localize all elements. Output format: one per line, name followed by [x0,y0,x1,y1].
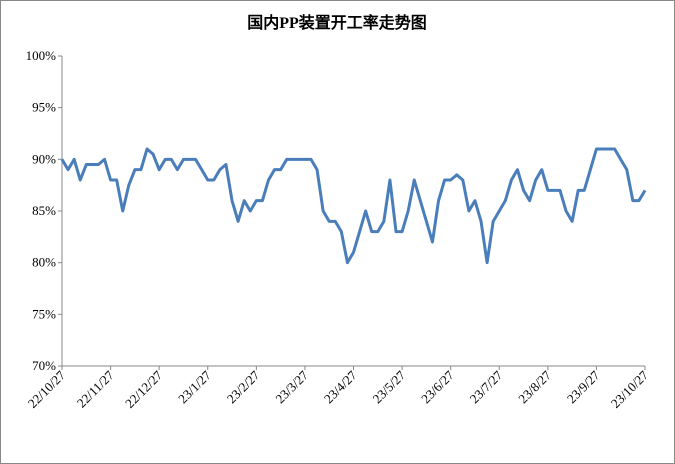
y-tick-label: 75% [32,306,56,321]
y-tick-label: 80% [32,255,56,270]
y-tick-label: 85% [32,203,56,218]
y-tick-label: 70% [32,358,56,373]
y-tick-label: 100% [26,48,57,63]
y-tick-label: 90% [32,151,56,166]
chart-title: 国内PP装置开工率走势图 [247,13,427,32]
series-line [60,147,647,265]
y-tick-label: 95% [32,100,56,115]
